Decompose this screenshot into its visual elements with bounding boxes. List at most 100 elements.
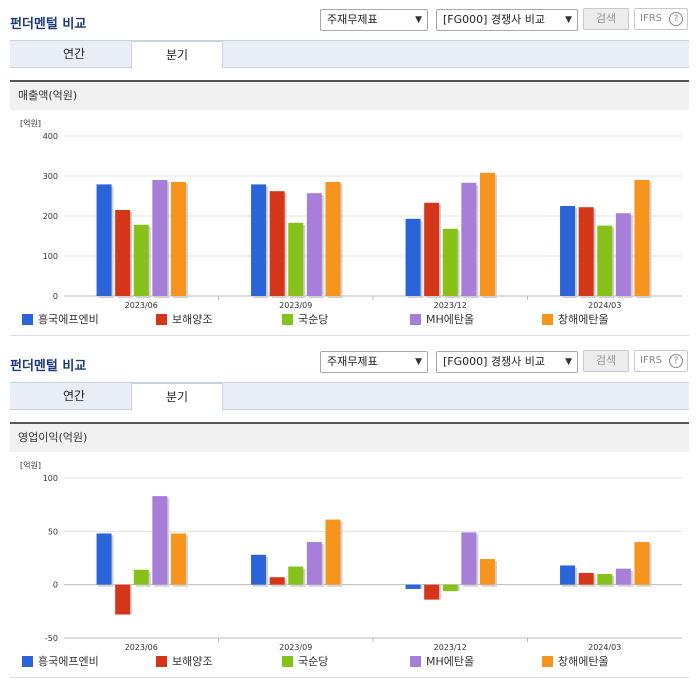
bar---2024-03[interactable]	[597, 574, 613, 585]
operating-profit-chart-svg: [억원] -50 0 50 100 2023/06 2023/09 2023/12 2024/0…	[20, 460, 682, 652]
section-title: 펀더멘털 비교	[10, 359, 87, 374]
bar---2023-09[interactable]	[251, 554, 267, 585]
legend-label: 국순당	[298, 655, 329, 668]
peer-group-value: [FG000] 경쟁사 비교	[443, 355, 546, 368]
y-tick-label: 100	[43, 474, 58, 483]
legend-label: 창해에탄올	[558, 655, 609, 668]
y-tick-label: 200	[43, 212, 58, 221]
bar---2024-03[interactable]	[578, 572, 594, 585]
statement-type-select[interactable]: 주재무제표 ▼	[320, 351, 428, 373]
tab-quarterly[interactable]: 분기	[131, 41, 223, 69]
legend-swatch	[22, 656, 33, 667]
x-tick-label: 2023/09	[279, 643, 312, 652]
legend-swatch	[410, 314, 421, 325]
statement-type-value: 주재무제표	[327, 355, 378, 368]
ifrs-label: IFRS	[640, 355, 662, 366]
help-icon[interactable]: ?	[669, 12, 683, 26]
y-tick-label: 300	[43, 172, 58, 181]
period-tabs: 연간 분기	[10, 40, 689, 69]
legend-label: 흥국에프엔비	[38, 655, 99, 668]
bar---2023-09[interactable]	[325, 182, 341, 296]
bar---2024-03[interactable]	[578, 207, 594, 296]
peer-group-select[interactable]: [FG000] 경쟁사 비교 ▼	[436, 351, 578, 373]
tab-quarterly[interactable]: 분기	[131, 383, 223, 411]
y-tick-label: 400	[43, 132, 58, 141]
legend-label: 보해양조	[172, 655, 213, 668]
legend-swatch	[282, 314, 293, 325]
peer-group-value: [FG000] 경쟁사 비교	[443, 13, 546, 26]
help-icon[interactable]: ?	[669, 354, 683, 368]
section-title: 펀더멘털 비교	[10, 17, 87, 32]
bar---2024-03[interactable]	[634, 180, 650, 296]
bar---2023-09[interactable]	[325, 519, 341, 585]
x-tick-label: 2023/12	[434, 301, 467, 310]
period-tabs: 연간 분기	[10, 382, 689, 411]
ifrs-button[interactable]: IFRS ?	[634, 350, 688, 372]
y-tick-label: 100	[43, 252, 58, 261]
bar---2023-06[interactable]	[96, 184, 112, 296]
bar---2023-06[interactable]	[115, 584, 131, 615]
bar---2023-09[interactable]	[288, 222, 304, 296]
ifrs-label: IFRS	[640, 13, 662, 24]
bar-mh--2023-09[interactable]	[306, 193, 322, 296]
bar---2023-09[interactable]	[269, 577, 285, 585]
y-tick-label: 0	[53, 292, 58, 301]
x-tick-label: 2023/06	[125, 301, 158, 310]
metric-title: 영업이익(억원)	[10, 422, 689, 452]
chevron-down-icon: ▼	[415, 15, 422, 25]
legend-label: MH에탄올	[426, 313, 475, 326]
statement-type-select[interactable]: 주재무제표 ▼	[320, 9, 428, 31]
operating-profit-chart: [억원] -50 0 50 100 2023/06 2023/09 2023/12 2024/0…	[10, 452, 689, 678]
search-button[interactable]: 검색	[583, 350, 629, 372]
bar-mh--2024-03[interactable]	[615, 213, 631, 296]
revenue-chart-svg: [억원] 0 100 200 300 400 2023/06 2023/09 2023/12 20…	[20, 118, 682, 310]
bar---2023-12[interactable]	[405, 218, 421, 296]
bar---2024-03[interactable]	[560, 206, 576, 296]
y-tick-label: 0	[53, 581, 58, 590]
bar---2023-12[interactable]	[442, 228, 458, 296]
bar---2023-12[interactable]	[424, 202, 440, 296]
tab-annual[interactable]: 연간	[62, 389, 86, 403]
legend-swatch	[156, 314, 167, 325]
bar---2023-12[interactable]	[479, 559, 495, 585]
bar---2023-12[interactable]	[405, 584, 421, 589]
bar---2024-03[interactable]	[560, 565, 576, 585]
x-tick-label: 2023/06	[125, 643, 158, 652]
chevron-down-icon: ▼	[565, 357, 572, 367]
x-tick-label: 2024/03	[588, 301, 621, 310]
search-button[interactable]: 검색	[583, 8, 629, 30]
ifrs-button[interactable]: IFRS ?	[634, 8, 688, 30]
bar-mh--2023-06[interactable]	[152, 496, 168, 585]
bar---2023-12[interactable]	[424, 584, 440, 600]
chevron-down-icon: ▼	[415, 357, 422, 367]
fundamental-section-operating-profit: 펀더멘털 비교 주재무제표 ▼ [FG000] 경쟁사 비교 ▼ 검색 IFRS…	[0, 342, 696, 684]
x-tick-label: 2023/09	[279, 301, 312, 310]
peer-group-select[interactable]: [FG000] 경쟁사 비교 ▼	[436, 9, 578, 31]
legend-swatch	[282, 656, 293, 667]
y-unit-label: [억원]	[20, 118, 41, 128]
bar---2023-06[interactable]	[96, 533, 112, 585]
bar---2023-09[interactable]	[288, 566, 304, 585]
bar---2023-09[interactable]	[269, 191, 285, 296]
bar---2023-06[interactable]	[115, 210, 131, 296]
chevron-down-icon: ▼	[565, 15, 572, 25]
x-tick-label: 2023/12	[434, 643, 467, 652]
legend-label: 창해에탄올	[558, 313, 609, 326]
bar---2023-09[interactable]	[251, 184, 267, 296]
bar-mh--2023-09[interactable]	[306, 542, 322, 585]
bar-mh--2023-06[interactable]	[152, 180, 168, 296]
metric-title: 매출액(억원)	[10, 80, 689, 110]
legend-label: 보해양조	[172, 313, 213, 326]
bar-mh--2024-03[interactable]	[615, 568, 631, 585]
tab-annual[interactable]: 연간	[62, 47, 86, 61]
bar---2024-03[interactable]	[597, 225, 613, 296]
bar---2023-12[interactable]	[442, 584, 458, 592]
bar---2024-03[interactable]	[634, 542, 650, 585]
bar---2023-06[interactable]	[133, 224, 149, 296]
bar-mh--2023-12[interactable]	[461, 532, 477, 585]
bar---2023-06[interactable]	[170, 182, 186, 296]
bar---2023-12[interactable]	[479, 172, 495, 296]
bar-mh--2023-12[interactable]	[461, 182, 477, 296]
bar---2023-06[interactable]	[170, 533, 186, 585]
bar---2023-06[interactable]	[133, 569, 149, 585]
